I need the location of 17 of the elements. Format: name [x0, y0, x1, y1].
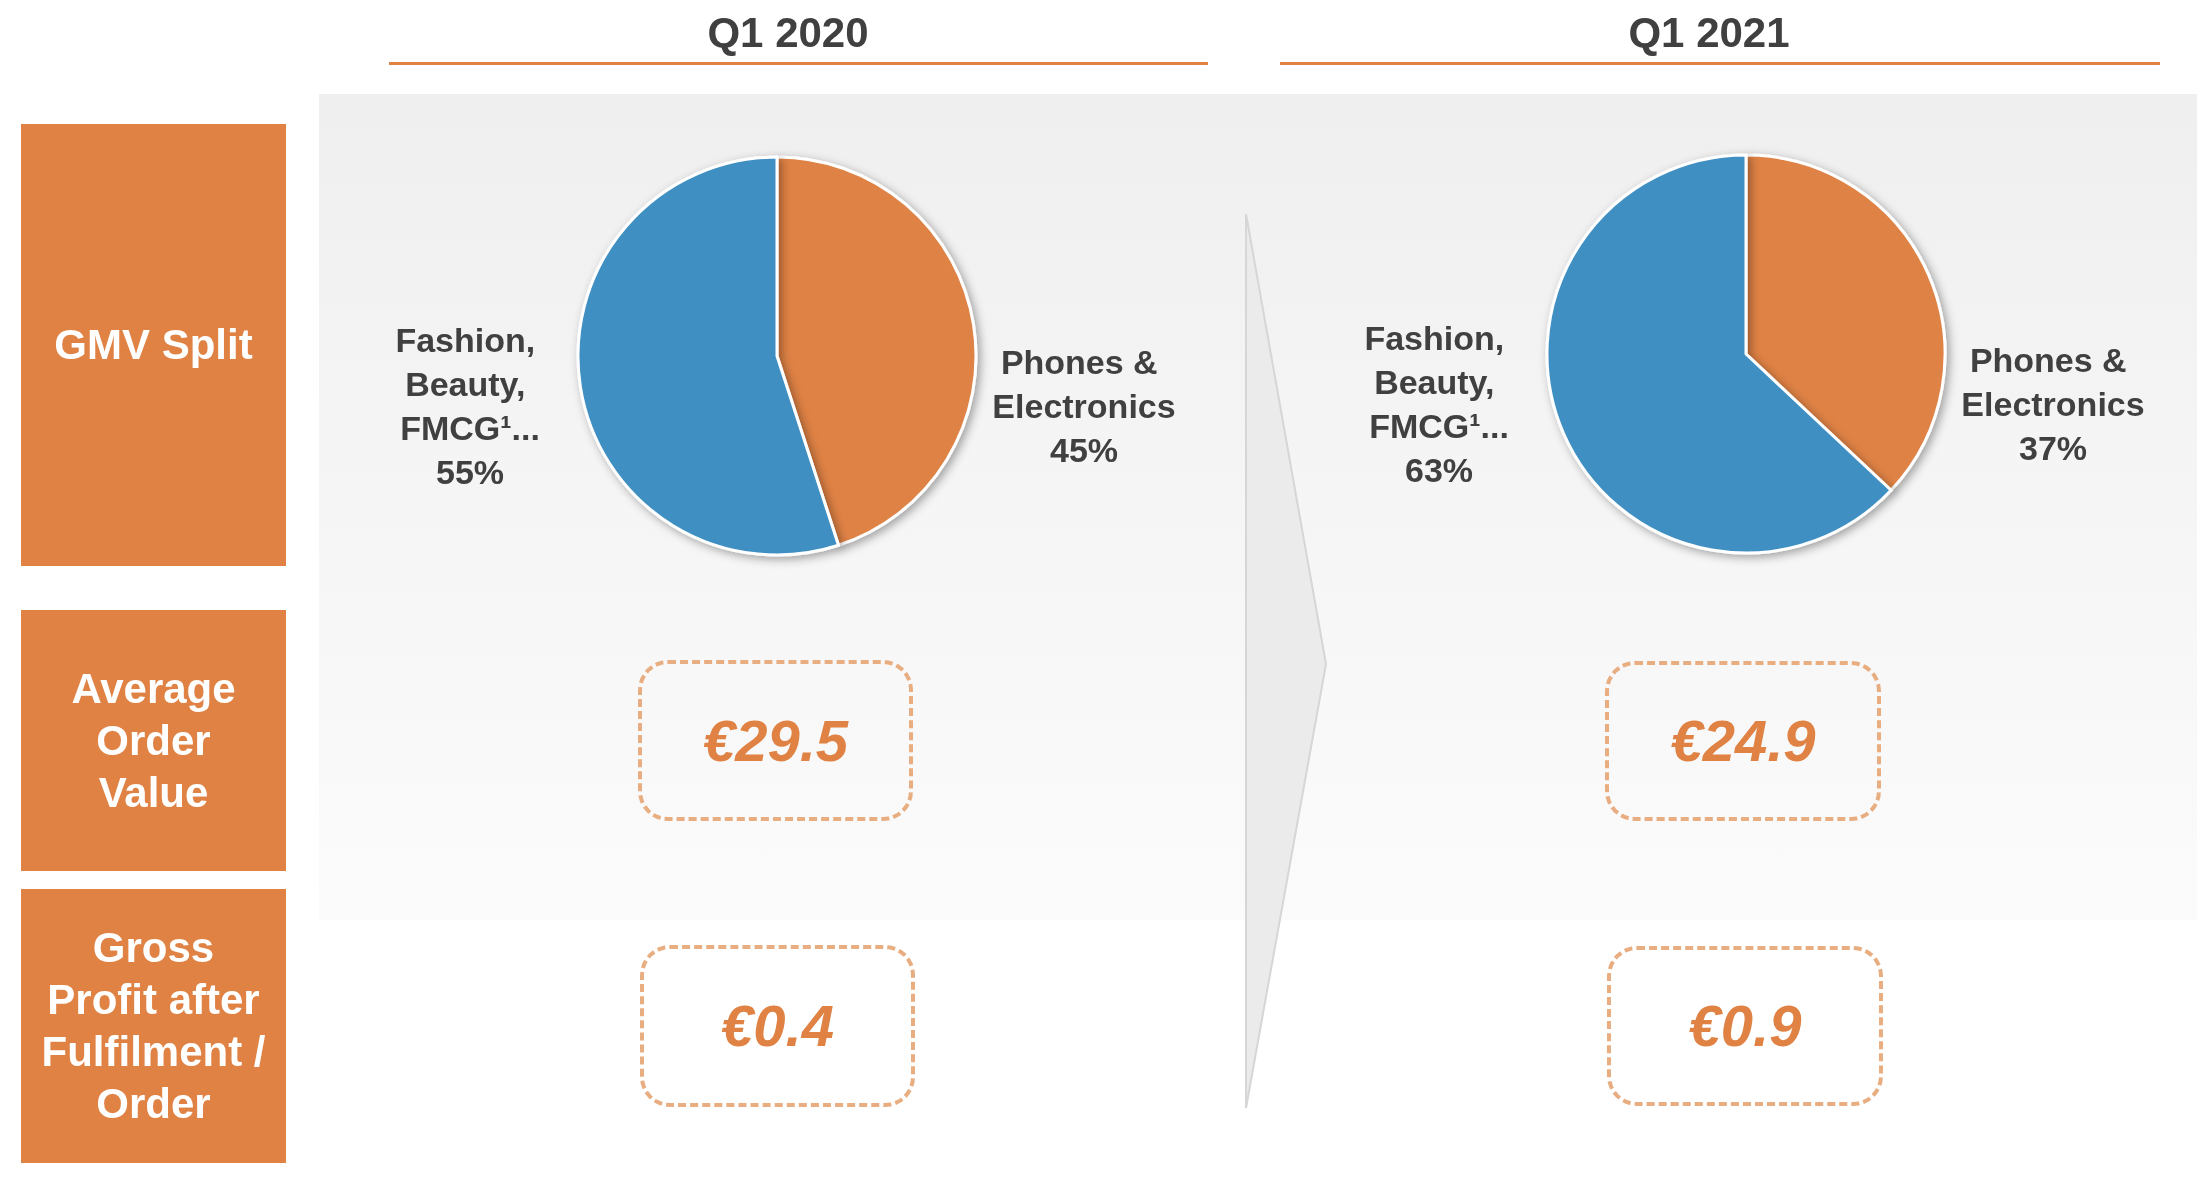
dashed-frame: €24.9 — [1605, 661, 1881, 821]
data-label: 45% — [1049, 431, 1119, 469]
data-label: 37% — [2018, 429, 2088, 467]
slice-label: Phones & Electronics — [992, 343, 1176, 425]
slice-label: Phones & Electronics — [1961, 341, 2145, 423]
data-label: 63% — [1404, 451, 1474, 489]
slice-label: Fashion, Beauty, FMCG¹... — [1364, 319, 1514, 445]
header-box: Gross Profit after Fulfilment / Order — [21, 889, 286, 1163]
dashed-frame: €0.9 — [1607, 946, 1883, 1106]
header-box: Average Order Value — [21, 610, 286, 871]
header-box: GMV Split — [21, 124, 286, 566]
chart-title: Q1 2020 — [707, 8, 869, 56]
slice-label: Fashion, Beauty, FMCG¹... — [395, 321, 545, 447]
dashed-frame: €29.5 — [638, 660, 913, 821]
dashed-frame: €0.4 — [640, 945, 915, 1107]
chart-title: Q1 2021 — [1628, 8, 1790, 56]
data-label: 55% — [435, 453, 505, 491]
